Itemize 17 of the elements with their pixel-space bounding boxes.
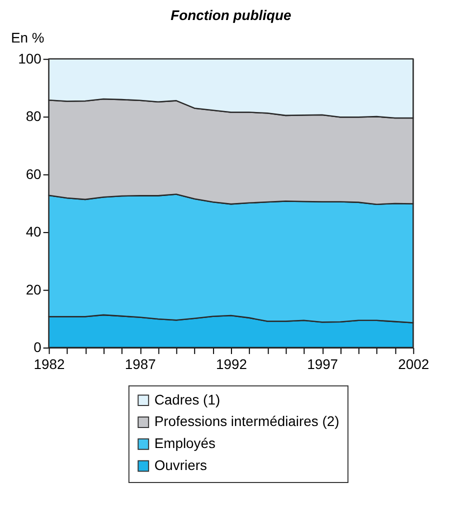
y-tick-label: 0 [34,339,42,356]
legend-label: Ouvriers [154,457,207,474]
y-axis-title: En % [11,29,44,46]
legend-label: Professions intermédiaires (2) [154,413,340,430]
x-tick-label: 1987 [124,356,156,372]
y-tick-label: 60 [26,166,42,182]
x-tick-label: 2002 [398,356,430,372]
y-tick-label: 40 [26,224,42,240]
legend-label: Cadres (1) [154,391,220,408]
x-tick-label: 1997 [307,356,338,372]
legend-label: Employés [154,435,216,452]
y-tick-label: 100 [18,50,42,66]
y-tick-label: 20 [26,281,42,298]
chart-title: Fonction publique [170,7,292,24]
y-tick-label: 80 [26,108,42,124]
x-tick-label: 1982 [34,356,66,372]
x-tick-label: 1992 [216,356,248,372]
